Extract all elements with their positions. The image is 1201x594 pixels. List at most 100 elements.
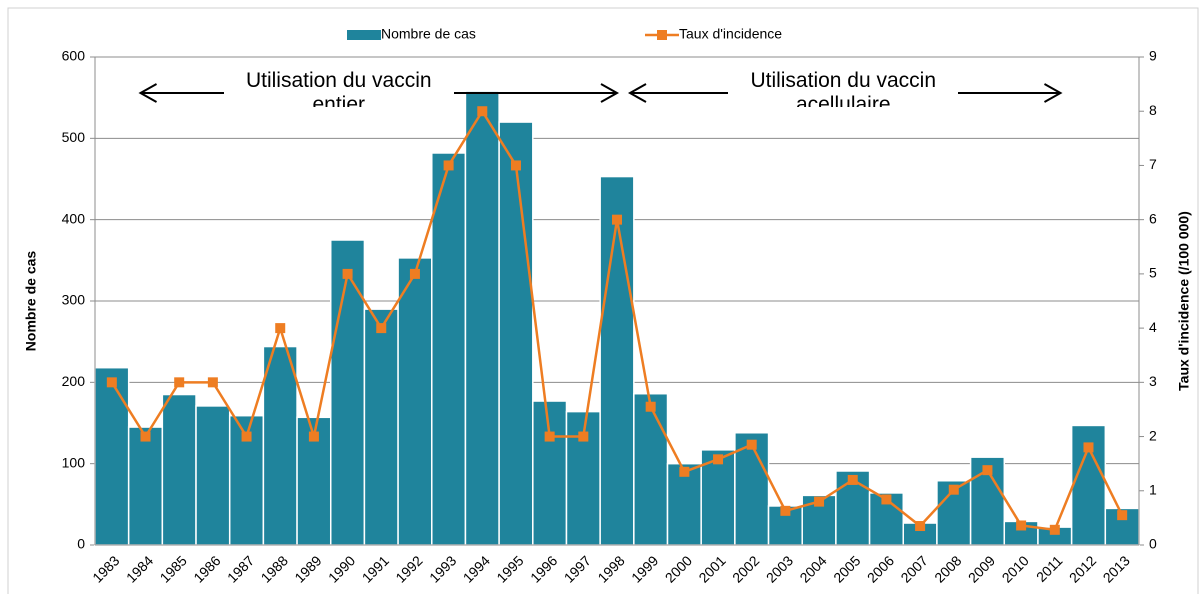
bar	[397, 257, 433, 546]
x-tick-label: 2006	[864, 552, 897, 585]
line-marker	[915, 521, 926, 532]
line-marker	[140, 431, 151, 442]
y2-tick-label: 9	[1149, 48, 1157, 64]
x-tick-label: 2012	[1066, 552, 1099, 585]
line-marker	[713, 454, 724, 465]
bar	[127, 426, 164, 546]
y-tick-label: 600	[62, 48, 86, 64]
x-tick-label: 1993	[426, 552, 459, 585]
bar	[195, 405, 231, 546]
line-marker	[174, 377, 185, 388]
x-tick-label: 1996	[527, 552, 560, 585]
line-marker	[544, 431, 555, 442]
y2-tick-label: 8	[1149, 102, 1157, 118]
line-marker	[308, 431, 319, 442]
line-marker	[612, 214, 622, 225]
y-tick-label: 500	[62, 129, 86, 145]
x-tick-label: 1998	[594, 552, 627, 585]
line-marker	[409, 268, 420, 279]
line-marker	[1049, 524, 1060, 535]
y2-axis-title: Taux d'incidence (/100 000)	[1176, 211, 1192, 391]
line-marker	[342, 268, 353, 279]
line-marker	[241, 431, 252, 442]
line-marker	[275, 323, 286, 334]
line-marker	[746, 439, 757, 450]
y-tick-label: 0	[77, 536, 85, 552]
line-marker	[207, 377, 218, 388]
bar	[464, 90, 500, 546]
x-tick-label: 1987	[224, 552, 257, 585]
line-marker	[881, 494, 892, 505]
line-marker	[1016, 520, 1027, 531]
bar	[633, 392, 669, 546]
bar	[431, 152, 467, 546]
x-tick-label: 2003	[763, 552, 796, 585]
line-marker	[847, 474, 858, 485]
x-tick-label: 2004	[796, 552, 829, 585]
x-tick-label: 1990	[325, 552, 358, 585]
bar	[498, 121, 534, 546]
x-tick-label: 1992	[392, 552, 425, 585]
arrow-head	[1043, 83, 1063, 103]
arrow-head	[627, 83, 647, 103]
x-tick-label: 1997	[561, 552, 594, 585]
y2-tick-label: 3	[1149, 373, 1157, 389]
x-tick-label: 2002	[729, 552, 762, 585]
x-tick-label: 2011	[1033, 552, 1066, 585]
x-tick-label: 2000	[662, 552, 695, 585]
legend-label: Nombre de cas	[381, 26, 476, 42]
bar	[599, 175, 635, 546]
x-tick-label: 1989	[291, 552, 324, 585]
line-marker	[645, 401, 656, 412]
x-tick-label: 1988	[258, 552, 291, 585]
line-marker	[982, 465, 993, 476]
x-tick-label: 1999	[628, 552, 661, 585]
x-tick-label: 2009	[965, 552, 998, 585]
y2-tick-label: 2	[1149, 427, 1157, 443]
x-tick-label: 2010	[999, 552, 1032, 585]
x-tick-label: 2008	[931, 552, 964, 585]
line-marker	[443, 160, 454, 171]
x-tick-label: 1994	[460, 552, 493, 585]
bar	[329, 239, 366, 546]
y2-tick-label: 0	[1149, 536, 1157, 552]
line-marker	[1083, 442, 1094, 453]
y2-tick-label: 7	[1149, 156, 1157, 172]
legend-label: Taux d'incidence	[679, 26, 782, 42]
arrow-head	[600, 83, 620, 103]
line-marker	[376, 323, 387, 334]
x-tick-label: 1995	[493, 552, 526, 585]
bar	[161, 393, 197, 546]
bar	[363, 308, 399, 546]
x-tick-label: 1986	[190, 552, 223, 585]
y-axis-title: Nombre de cas	[23, 251, 39, 352]
y2-tick-label: 4	[1149, 319, 1157, 335]
legend-swatch	[347, 30, 381, 40]
line-marker	[948, 484, 959, 495]
line-marker	[780, 505, 791, 516]
line-marker	[106, 377, 117, 388]
bar	[94, 366, 130, 546]
y-tick-label: 300	[62, 292, 86, 308]
bar	[666, 462, 702, 546]
line-marker	[578, 431, 589, 442]
line-marker	[477, 106, 488, 117]
legend-marker	[657, 30, 667, 40]
bar	[532, 400, 568, 546]
line-marker	[814, 496, 825, 507]
x-tick-label: 2013	[1100, 552, 1133, 585]
line-marker	[510, 160, 521, 171]
line-marker	[1117, 510, 1128, 521]
x-tick-label: 1985	[157, 552, 190, 585]
x-tick-label: 2001	[695, 552, 728, 585]
y2-tick-label: 1	[1149, 481, 1157, 497]
bar	[262, 345, 298, 546]
x-tick-label: 1983	[89, 552, 122, 585]
arrow-head	[138, 83, 158, 103]
y2-tick-label: 6	[1149, 210, 1157, 226]
annotation: Utilisation du vaccin acellulaire	[728, 69, 959, 107]
y-tick-label: 100	[62, 454, 86, 470]
y-tick-label: 400	[62, 210, 86, 226]
